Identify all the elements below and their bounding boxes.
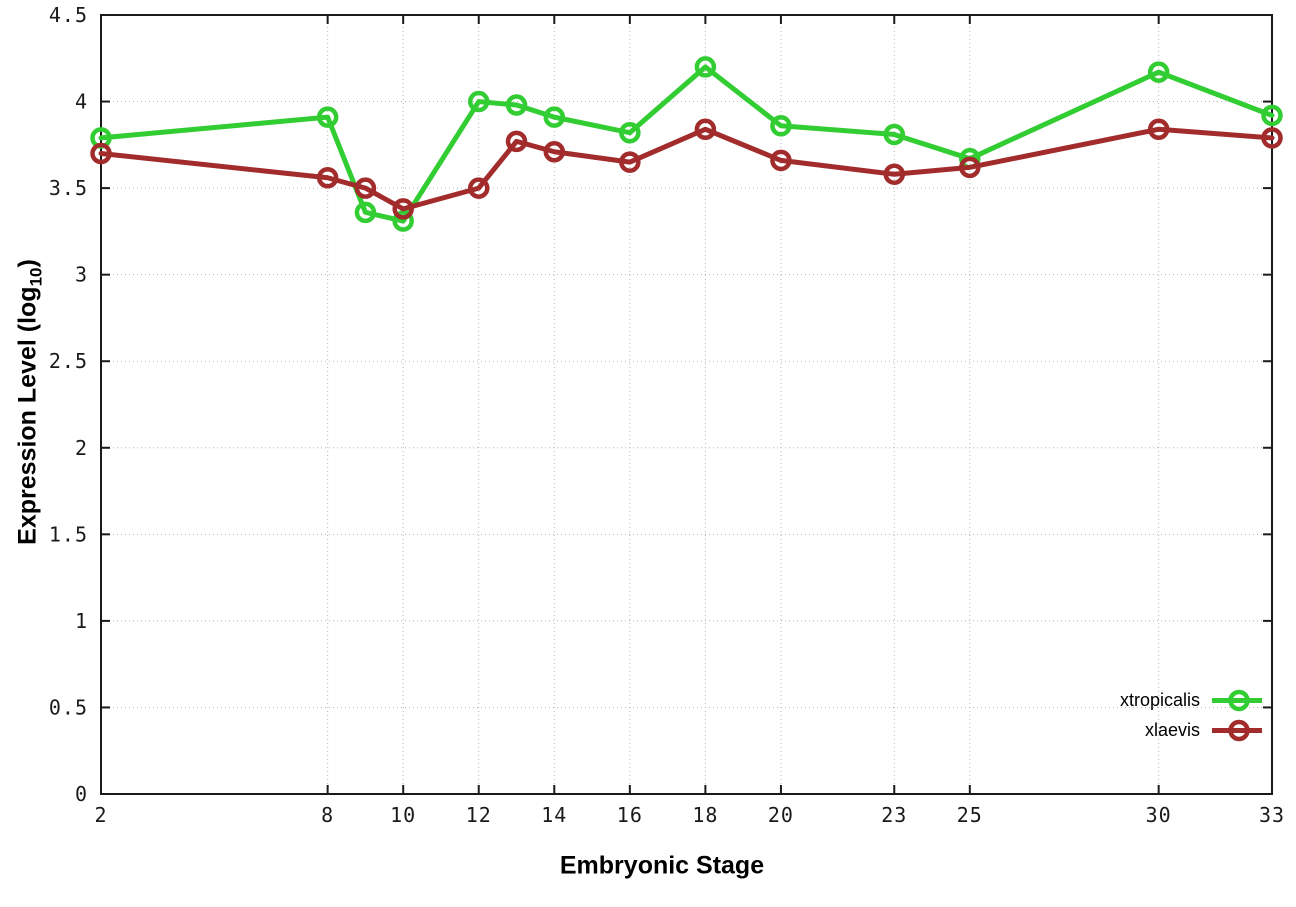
data-point-xlaevis — [316, 166, 339, 189]
y-axis-title: Expression Level (log10) — [14, 259, 47, 545]
data-point-xtropicalis — [392, 210, 414, 232]
x-tick-label: 20 — [768, 803, 794, 827]
legend-item-xtropicalis: xtropicalis — [1120, 686, 1264, 715]
y-tick-label: 4.5 — [49, 3, 88, 27]
legend-marker-icon-xtropicalis — [1212, 689, 1262, 712]
legend-item-xlaevis: xlaevis — [1145, 716, 1264, 745]
data-point-xlaevis — [694, 118, 717, 141]
data-point-xtropicalis — [1261, 104, 1283, 127]
data-point-xlaevis — [392, 198, 414, 220]
data-point-xlaevis — [90, 142, 112, 165]
x-tick-label: 33 — [1259, 803, 1285, 827]
y-tick-label: 0.5 — [49, 695, 88, 719]
y-axis-title-text: Expression Level (log — [13, 286, 42, 545]
data-point-xlaevis — [354, 177, 377, 199]
x-tick-label: 23 — [881, 803, 907, 827]
y-tick-label: 3 — [75, 263, 88, 287]
data-point-xtropicalis — [770, 115, 792, 137]
y-tick-label: 1 — [75, 609, 88, 633]
data-point-xlaevis — [1147, 118, 1170, 141]
data-point-xtropicalis — [354, 201, 377, 224]
data-point-xlaevis — [467, 177, 490, 199]
legend-label-xtropicalis: xtropicalis — [1119, 690, 1200, 710]
x-tick-label: 14 — [541, 803, 567, 827]
y-axis-title-close: ) — [13, 259, 42, 268]
data-point-xlaevis — [959, 156, 981, 179]
x-tick-label: 18 — [692, 803, 718, 827]
y-tick-label: 4 — [75, 90, 88, 114]
data-point-xtropicalis — [694, 56, 717, 78]
x-tick-label: 25 — [957, 803, 983, 827]
x-tick-label: 12 — [466, 803, 492, 827]
legend: xtropicalis xlaevis — [1120, 686, 1264, 745]
y-tick-label: 3.5 — [49, 176, 88, 200]
data-point-xtropicalis — [1147, 61, 1170, 83]
x-tick-label: 10 — [390, 803, 416, 827]
x-tick-label: 16 — [617, 803, 643, 827]
y-tick-label: 0 — [75, 782, 88, 806]
x-tick-label: 8 — [321, 803, 334, 827]
data-point-xtropicalis — [467, 90, 490, 113]
data-point-xtropicalis — [505, 94, 528, 116]
legend-label-xlaevis: xlaevis — [1144, 720, 1200, 740]
legend-marker-icon-xlaevis — [1212, 719, 1262, 742]
data-point-xlaevis — [543, 141, 566, 163]
data-point-xlaevis — [883, 163, 906, 186]
y-tick-label: 2 — [75, 436, 88, 460]
data-point-xlaevis — [619, 151, 641, 173]
data-point-xtropicalis — [316, 106, 339, 128]
data-point-xlaevis — [505, 130, 528, 153]
x-tick-label: 30 — [1146, 803, 1172, 827]
y-axis-title-subscript: 10 — [26, 267, 46, 287]
data-point-xlaevis — [1261, 127, 1283, 149]
data-point-xtropicalis — [619, 121, 641, 144]
y-tick-label: 1.5 — [49, 522, 88, 546]
data-point-xtropicalis — [543, 106, 566, 128]
data-point-xlaevis — [770, 149, 792, 172]
data-point-xtropicalis — [883, 123, 906, 146]
plot-border — [100, 14, 1273, 795]
y-tick-label: 2.5 — [49, 349, 88, 373]
x-tick-label: 2 — [94, 803, 107, 827]
series-line-xlaevis — [98, 126, 1275, 212]
x-axis-title: Embryonic Stage — [559, 851, 765, 880]
